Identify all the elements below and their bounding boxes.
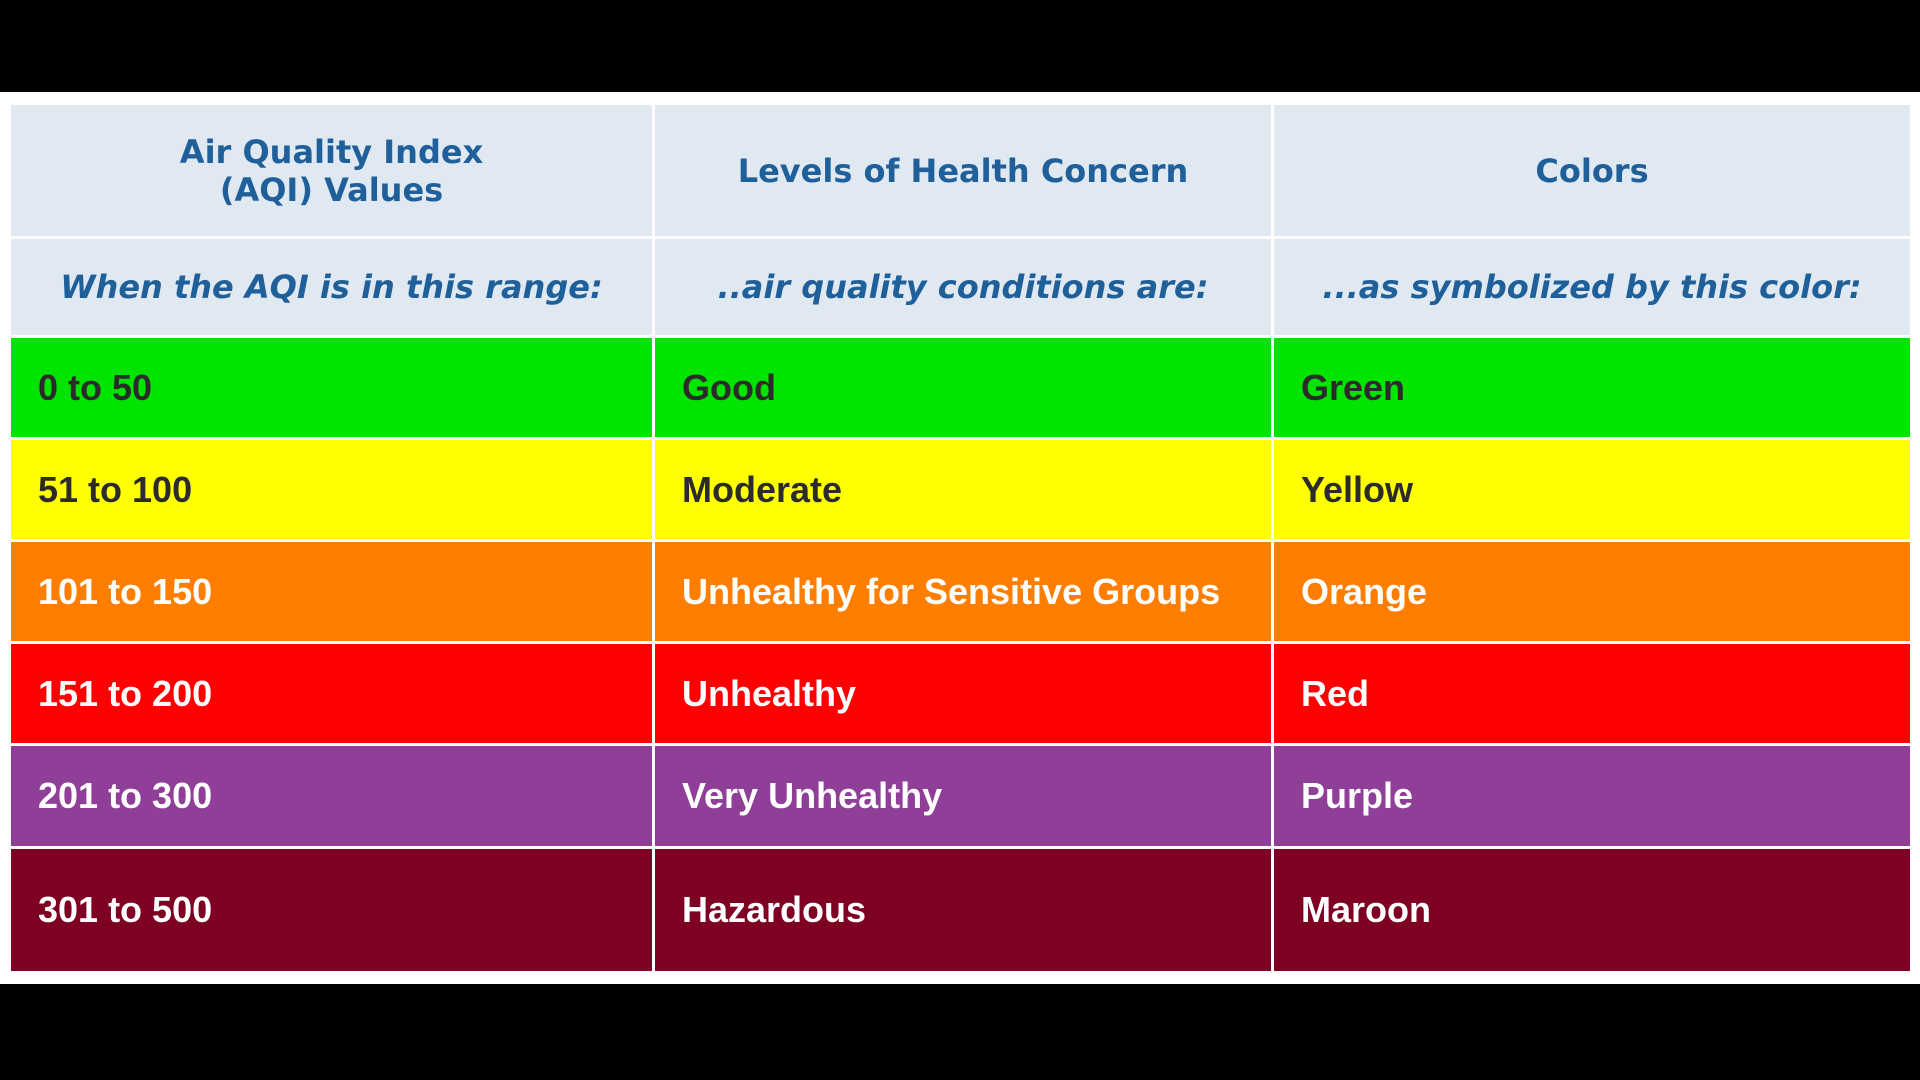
subheader-range: When the AQI is in this range:: [11, 239, 652, 335]
health-level: Very Unhealthy: [655, 746, 1271, 846]
aqi-range: 301 to 500: [11, 848, 652, 971]
header-row: Air Quality Index (AQI) Values Levels of…: [11, 105, 1910, 236]
aqi-range: 201 to 300: [11, 746, 652, 846]
health-level: Good: [655, 338, 1271, 438]
header-aqi-values: Air Quality Index (AQI) Values: [11, 105, 652, 236]
health-level: Unhealthy: [655, 644, 1271, 744]
table-row-good: 0 to 50 Good Green: [11, 338, 1910, 438]
header-aqi-values-line2: (AQI) Values: [219, 170, 444, 209]
table-row-hazardous: 301 to 500 Hazardous Maroon: [11, 848, 1910, 971]
color-name: Purple: [1274, 746, 1910, 846]
table-row-very-unhealthy: 201 to 300 Very Unhealthy Purple: [11, 746, 1910, 846]
aqi-range: 151 to 200: [11, 644, 652, 744]
subheader-color: ...as symbolized by this color:: [1274, 239, 1910, 335]
table-row-unhealthy: 151 to 200 Unhealthy Red: [11, 644, 1910, 744]
color-name: Yellow: [1274, 440, 1910, 540]
health-level: Moderate: [655, 440, 1271, 540]
subheader-row: When the AQI is in this range: ..air qua…: [11, 239, 1910, 335]
header-colors: Colors: [1274, 105, 1910, 236]
aqi-range: 101 to 150: [11, 542, 652, 642]
color-name: Green: [1274, 338, 1910, 438]
table-row-moderate: 51 to 100 Moderate Yellow: [11, 440, 1910, 540]
subheader-conditions: ..air quality conditions are:: [655, 239, 1271, 335]
aqi-range: 0 to 50: [11, 338, 652, 438]
color-name: Red: [1274, 644, 1910, 744]
aqi-range: 51 to 100: [11, 440, 652, 540]
health-level: Hazardous: [655, 848, 1271, 971]
aqi-panel: Air Quality Index (AQI) Values Levels of…: [0, 92, 1920, 984]
color-name: Maroon: [1274, 848, 1910, 971]
table-row-sensitive: 101 to 150 Unhealthy for Sensitive Group…: [11, 542, 1910, 642]
header-health-concern: Levels of Health Concern: [655, 105, 1271, 236]
color-name: Orange: [1274, 542, 1910, 642]
aqi-table: Air Quality Index (AQI) Values Levels of…: [8, 102, 1913, 974]
header-aqi-values-line1: Air Quality Index: [179, 132, 484, 171]
health-level: Unhealthy for Sensitive Groups: [655, 542, 1271, 642]
